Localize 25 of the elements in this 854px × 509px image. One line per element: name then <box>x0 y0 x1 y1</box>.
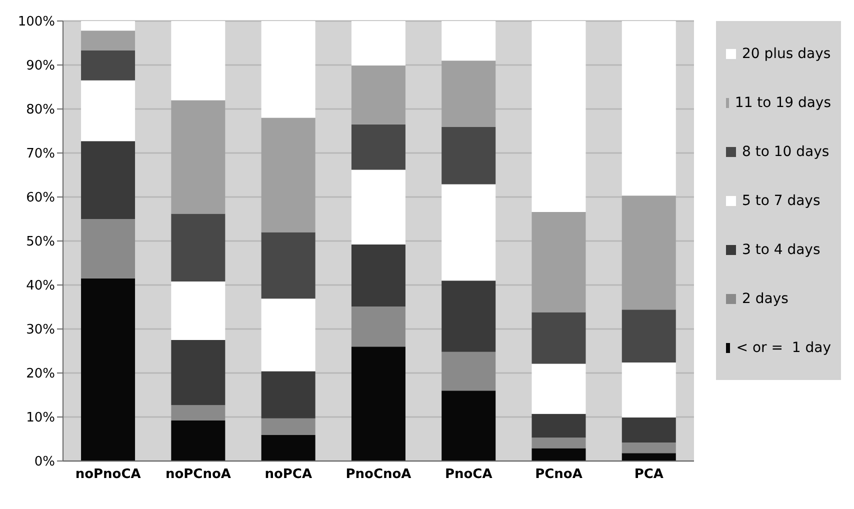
x-tick-label: PCA <box>634 467 664 482</box>
legend-label: 11 to 19 days <box>734 94 831 110</box>
y-tick-label: 70% <box>26 146 55 162</box>
y-tick-label: 90% <box>26 58 55 74</box>
y-tick-label: 20% <box>26 366 55 382</box>
y-tick-label: 50% <box>26 234 55 250</box>
y-tick-label: 100% <box>18 14 55 30</box>
legend-label: 20 plus days <box>742 46 831 62</box>
legend-label: 5 to 7 days <box>742 192 820 208</box>
x-tick-label: noPCA <box>264 467 312 482</box>
y-tick-label: 30% <box>26 322 55 338</box>
y-tick-label: 80% <box>26 102 55 118</box>
y-tick-label: 60% <box>26 190 55 206</box>
legend-label: 3 to 4 days <box>742 242 820 258</box>
y-tick-label: 40% <box>26 278 55 294</box>
y-tick-label: 10% <box>26 410 55 426</box>
x-tick-label: noPCnoA <box>165 467 231 482</box>
legend-label: 8 to 10 days <box>742 144 830 160</box>
x-tick-label: PnoCA <box>444 467 492 482</box>
x-tick-label: PnoCnoA <box>346 467 412 482</box>
x-tick-label: PCnoA <box>535 467 582 482</box>
x-tick-label: noPnoCA <box>75 467 141 482</box>
y-tick-label: 0% <box>34 454 55 470</box>
legend-label: 2 days <box>742 290 788 306</box>
legend-label: < or = 1 day <box>736 340 831 356</box>
